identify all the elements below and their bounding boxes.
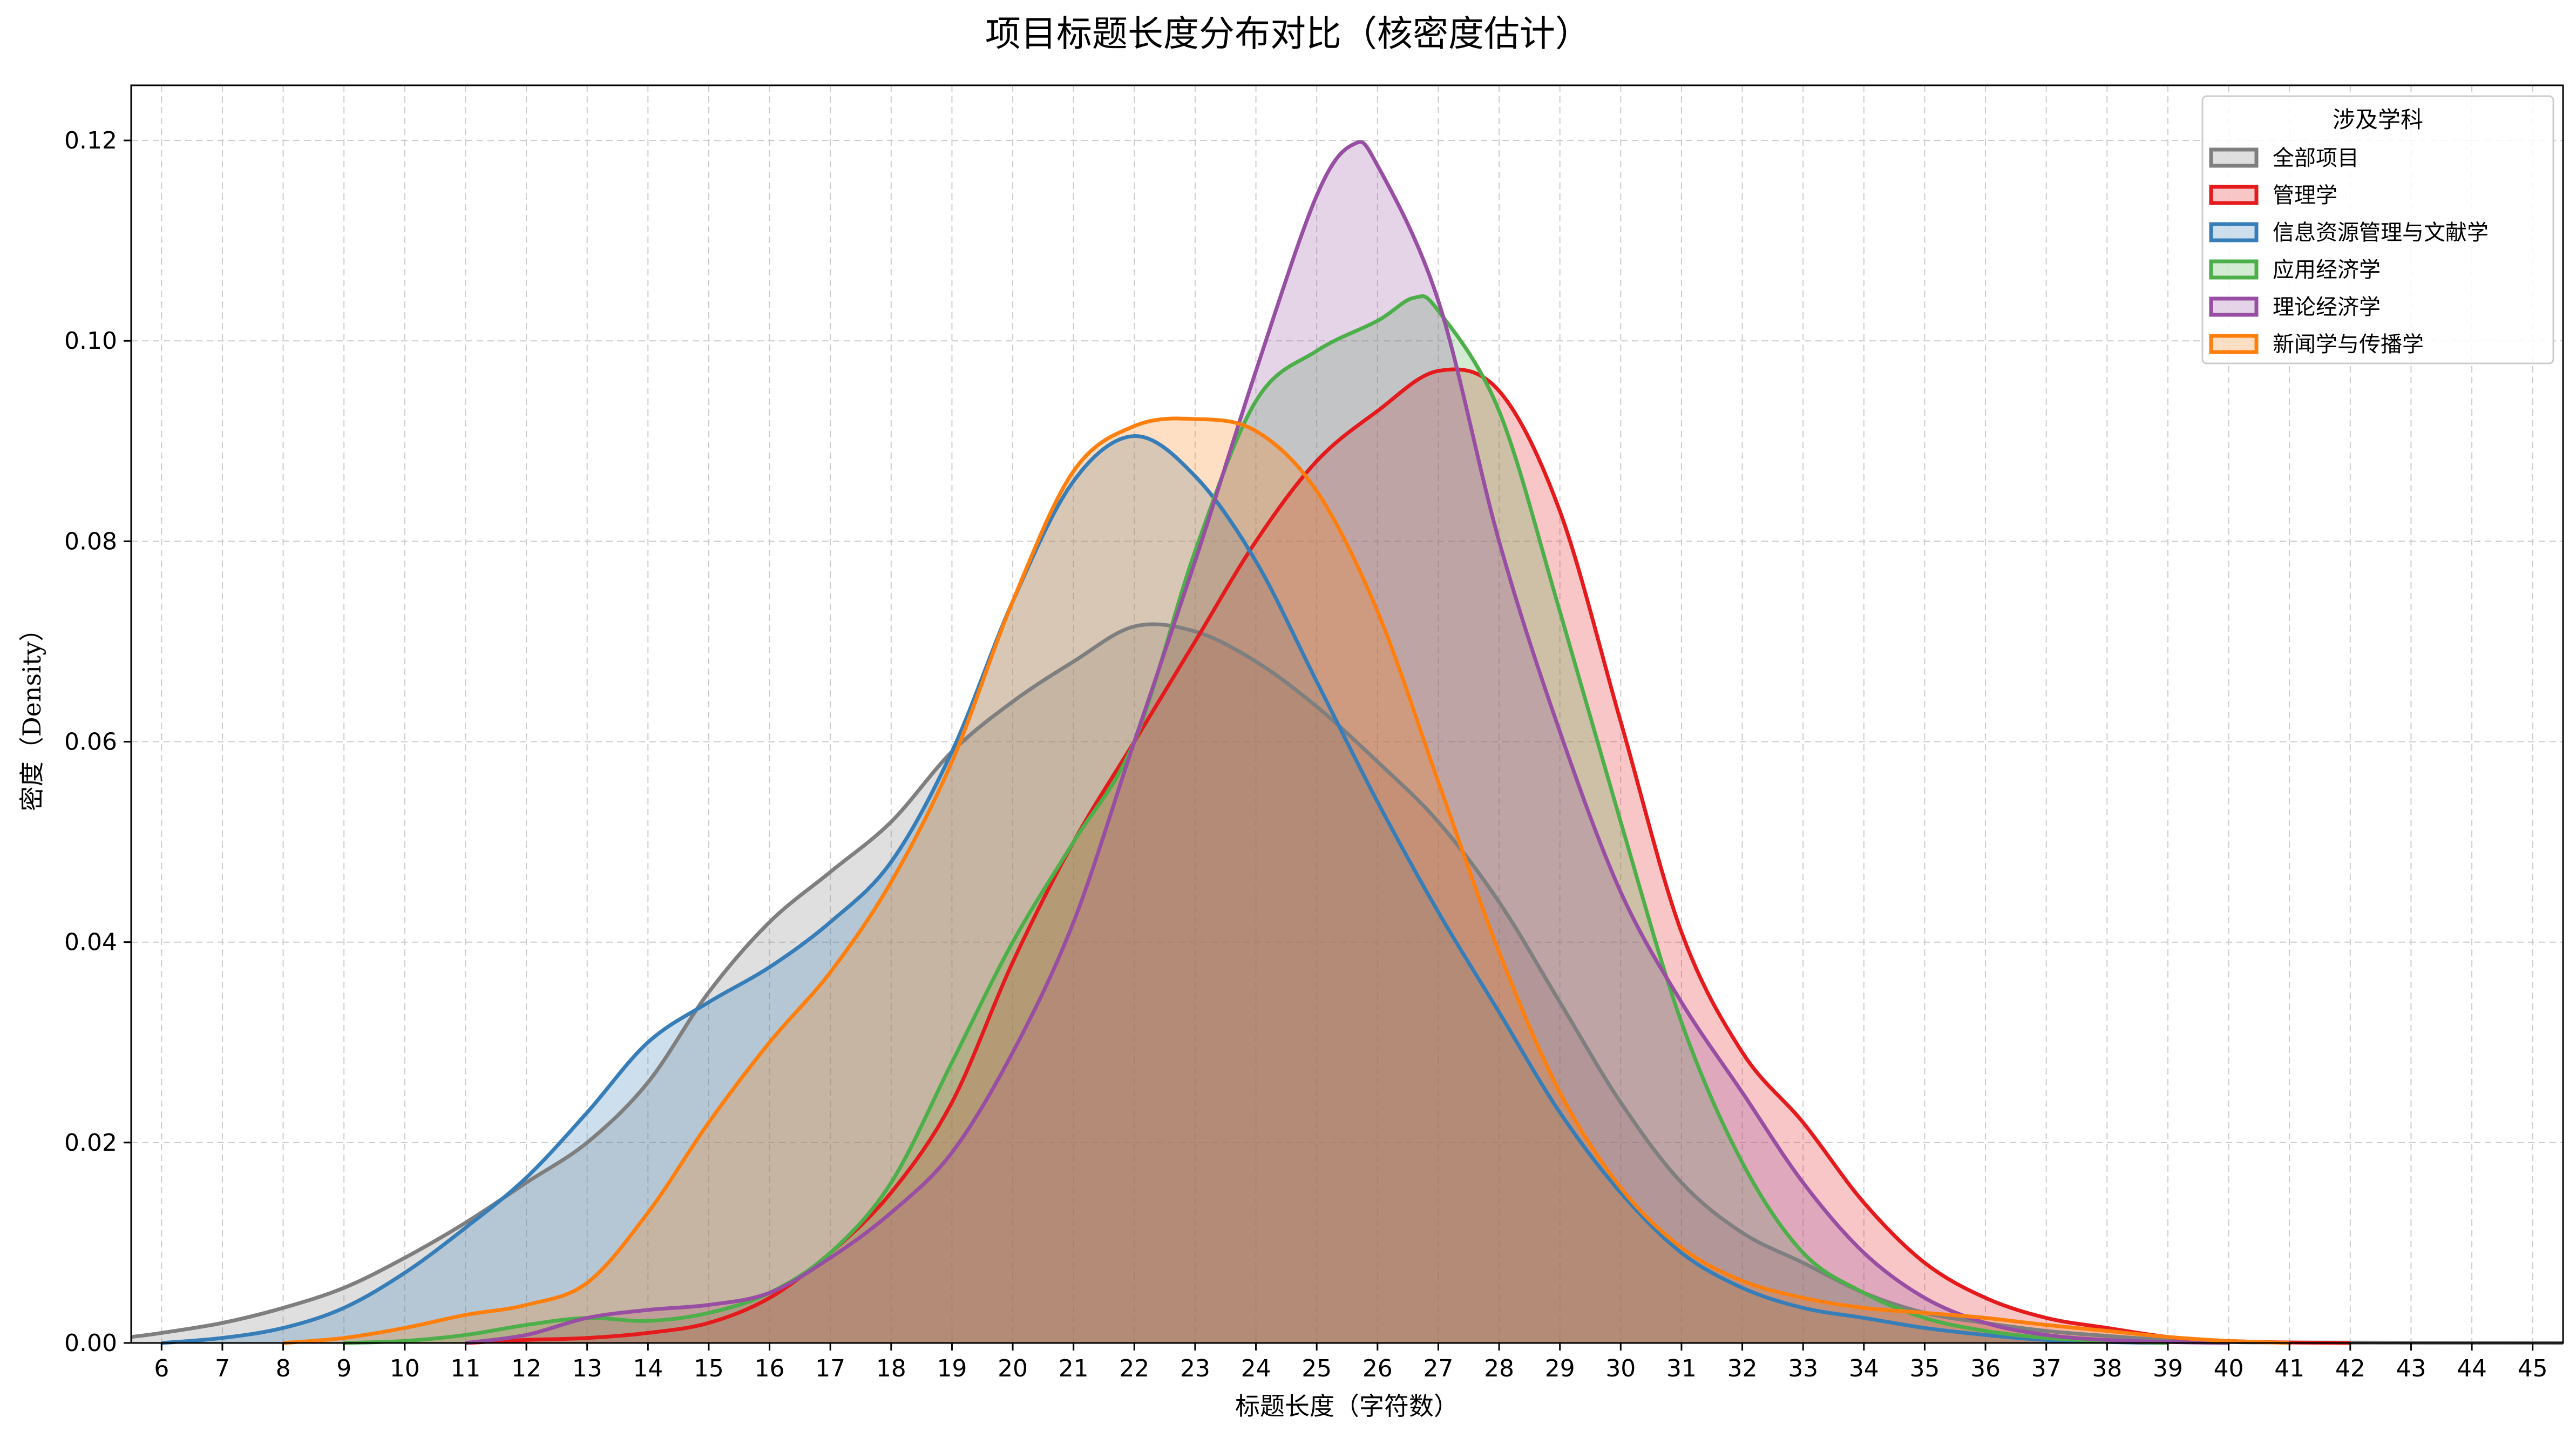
y-axis-label: 密度（Density）	[17, 617, 46, 812]
legend-label: 新闻学与传播学	[2273, 332, 2424, 357]
series-layer	[131, 140, 2564, 1345]
x-tick-label: 45	[2518, 1355, 2548, 1382]
x-tick-label: 14	[633, 1355, 663, 1382]
x-tick-label: 29	[1545, 1355, 1575, 1382]
x-tick-label: 28	[1484, 1355, 1514, 1382]
x-tick-label: 9	[336, 1355, 351, 1382]
x-tick-label: 41	[2274, 1355, 2304, 1382]
x-tick-label: 44	[2457, 1355, 2487, 1382]
x-tick-label: 43	[2396, 1355, 2426, 1382]
x-tick-label: 39	[2153, 1355, 2183, 1382]
x-tick-label: 23	[1180, 1355, 1210, 1382]
series-line-2	[161, 434, 2168, 1345]
legend-swatch	[2209, 259, 2259, 280]
x-tick-label: 16	[755, 1355, 785, 1382]
y-tick-label: 0.04	[64, 929, 117, 956]
series-line-3	[344, 294, 2168, 1345]
x-tick-label: 22	[1119, 1355, 1149, 1382]
y-tick-label: 0.10	[64, 327, 117, 355]
x-tick-label: 17	[815, 1355, 845, 1382]
series-fill-5	[283, 418, 2290, 1343]
series-lines	[131, 140, 2564, 1345]
x-tick-label: 6	[154, 1355, 169, 1382]
x-tick-label: 21	[1059, 1355, 1089, 1382]
x-tick-label: 35	[1909, 1355, 1940, 1382]
x-tick-label: 32	[1727, 1355, 1758, 1382]
x-tick-label: 19	[937, 1355, 967, 1382]
x-tick-label: 36	[1970, 1355, 2001, 1382]
legend-swatch	[2209, 296, 2259, 317]
series-line-4	[465, 140, 2229, 1345]
y-axis-ticks: 0.00 0.02 0.04 0.06 0.08 0.10 0.12	[64, 127, 131, 1357]
legend-swatch	[2209, 334, 2259, 354]
legend-label: 应用经济学	[2273, 258, 2381, 282]
y-tick-label: 0.06	[64, 728, 117, 756]
x-tick-label: 37	[2031, 1355, 2062, 1382]
y-tick-label: 0.02	[64, 1129, 117, 1157]
x-tick-label: 24	[1241, 1355, 1271, 1382]
legend-box	[2201, 95, 2554, 364]
x-tick-label: 26	[1362, 1355, 1393, 1382]
legend-swatch	[2209, 185, 2259, 205]
legend-label: 信息资源管理与文献学	[2273, 220, 2489, 245]
series-fill-2	[161, 436, 2168, 1343]
series-fill-0	[131, 624, 2563, 1343]
y-tick-label: 0.12	[64, 127, 117, 154]
legend-swatch	[2209, 147, 2259, 168]
x-tick-label: 13	[572, 1355, 602, 1382]
x-tick-label: 10	[390, 1355, 420, 1382]
legend-label: 理论经济学	[2273, 295, 2381, 320]
y-tick-label: 0.00	[64, 1329, 117, 1357]
x-tick-label: 33	[1788, 1355, 1818, 1382]
x-tick-label: 38	[2092, 1355, 2122, 1382]
x-tick-label: 7	[215, 1355, 230, 1382]
x-tick-label: 27	[1423, 1355, 1453, 1382]
y-tick-label: 0.08	[64, 528, 117, 555]
legend-swatch	[2209, 222, 2259, 242]
legend-label: 全部项目	[2273, 146, 2359, 171]
x-tick-label: 12	[511, 1355, 541, 1382]
legend-label: 管理学	[2273, 183, 2337, 208]
x-axis-ticks: 6 7 8 9 10 11 12 13 14 15 16 17 18 19 20 21 22 23 24 25 26 27…	[154, 1343, 2548, 1382]
x-tick-label: 20	[998, 1355, 1028, 1382]
legend-title: 涉及学科	[2333, 106, 2423, 133]
plot-frame	[130, 84, 2564, 1344]
x-tick-label: 18	[876, 1355, 906, 1382]
series-line-5	[283, 416, 2290, 1345]
x-tick-label: 31	[1666, 1355, 1697, 1382]
x-tick-label: 8	[276, 1355, 291, 1382]
x-tick-label: 25	[1301, 1355, 1332, 1382]
x-tick-label: 11	[450, 1355, 480, 1382]
series-fill-3	[344, 296, 2168, 1344]
grid	[131, 85, 2563, 1344]
x-axis-label: 标题长度（字符数）	[1235, 1392, 1459, 1421]
x-tick-label: 15	[694, 1355, 724, 1382]
x-tick-label: 30	[1605, 1355, 1636, 1382]
x-tick-label: 34	[1849, 1355, 1879, 1382]
x-tick-label: 40	[2214, 1355, 2244, 1382]
x-tick-label: 42	[2335, 1355, 2365, 1382]
chart-title: 项目标题长度分布对比（核密度估计）	[985, 13, 1591, 55]
